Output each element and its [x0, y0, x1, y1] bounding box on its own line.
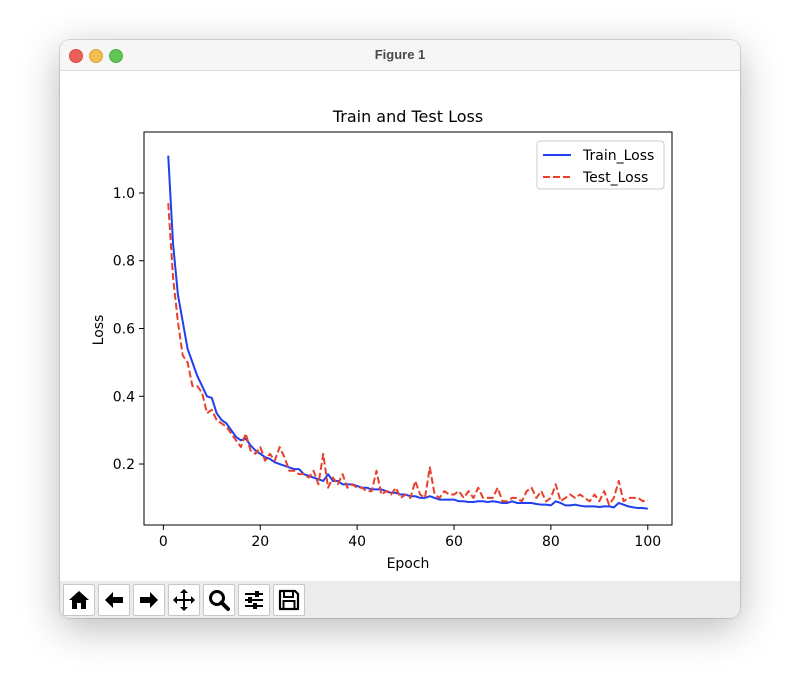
back-button[interactable] [98, 584, 130, 616]
figure-window: Figure 1 Train and Test Loss 0 20 40 60 80 10… [60, 40, 740, 618]
y-tick-label: 1.0 [113, 186, 135, 202]
save-button[interactable] [273, 584, 305, 616]
plot-area [167, 155, 649, 510]
legend-label: Test_Loss [582, 170, 648, 186]
chart-title: Train and Test Loss [332, 107, 483, 126]
figure-canvas[interactable]: Train and Test Loss 0 20 40 60 80 100 0.2 0.4 0… [60, 71, 740, 581]
maximize-window-button[interactable] [109, 49, 123, 63]
window-title: Figure 1 [374, 47, 426, 62]
x-axis: 0 20 40 60 80 100 [159, 525, 661, 550]
x-tick-label: 40 [348, 534, 366, 550]
y-tick-label: 0.4 [113, 389, 135, 405]
title-bar[interactable]: Figure 1 [60, 40, 740, 71]
legend: Train_Loss Test_Loss [536, 140, 665, 190]
y-axis: 0.2 0.4 0.6 0.8 1.0 [113, 186, 144, 473]
close-window-button[interactable] [69, 49, 83, 63]
move-icon [173, 589, 195, 611]
y-tick-label: 0.8 [113, 254, 135, 270]
series-line-test-loss [167, 203, 649, 506]
axes-frame [143, 131, 673, 526]
floppy-disk-icon [278, 589, 300, 611]
home-icon [69, 591, 89, 609]
y-axis-label: Loss [91, 315, 107, 346]
configure-subplots-button[interactable] [238, 584, 270, 616]
magnifier-icon [209, 590, 230, 611]
y-tick-label: 0.6 [113, 322, 135, 338]
loss-chart: Train and Test Loss 0 20 40 60 80 100 0.20.40… [91, 107, 673, 572]
legend-label: Train_Loss [582, 148, 654, 164]
navigation-toolbar [60, 581, 740, 618]
y-tick-label: 0.2 [113, 457, 135, 473]
arrow-right-icon [140, 592, 158, 608]
x-tick-label: 100 [634, 534, 661, 550]
arrow-left-icon [105, 592, 123, 608]
x-tick-label: 80 [542, 534, 560, 550]
x-tick-label: 20 [251, 534, 269, 550]
pan-button[interactable] [168, 584, 200, 616]
minimize-window-button[interactable] [89, 49, 103, 63]
forward-button[interactable] [133, 584, 165, 616]
x-axis-label: Epoch [387, 556, 430, 572]
zoom-button[interactable] [203, 584, 235, 616]
series-line-train-loss [167, 155, 648, 510]
x-tick-label: 0 [159, 534, 168, 550]
home-button[interactable] [63, 584, 95, 616]
sliders-icon [245, 591, 263, 609]
x-tick-label: 60 [445, 534, 463, 550]
